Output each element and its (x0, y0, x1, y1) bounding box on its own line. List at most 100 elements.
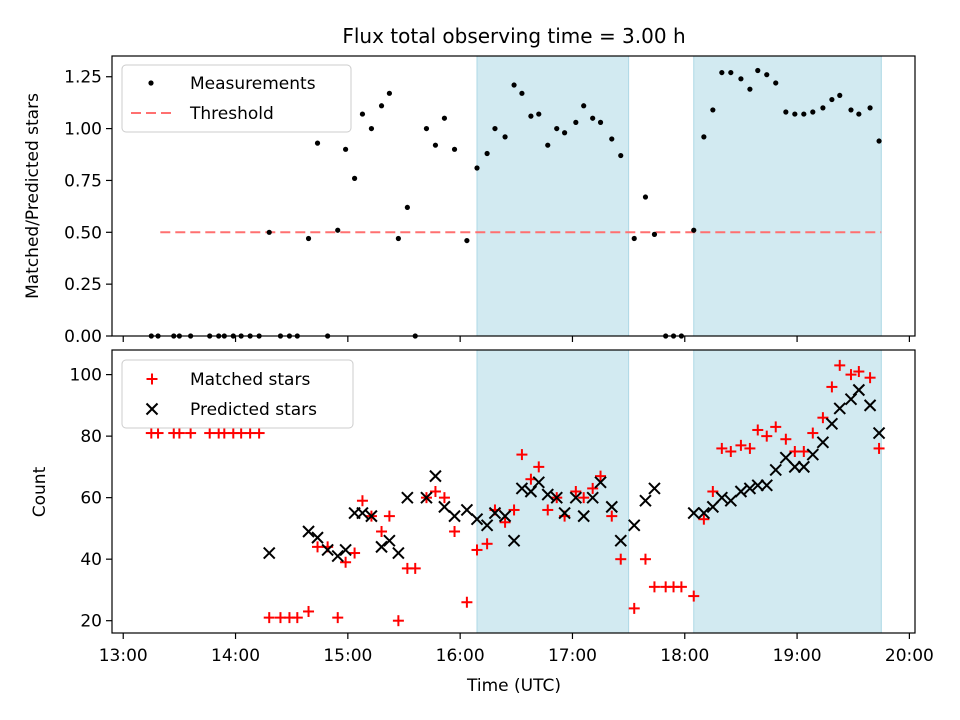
predicted-star-point (515, 482, 529, 495)
matched-star-point (332, 612, 344, 624)
predicted-star-point (488, 506, 502, 520)
measurement-point (773, 80, 779, 86)
matched-star-point (449, 525, 461, 537)
measurement-point (837, 92, 843, 99)
matched-star-point (356, 495, 368, 507)
matched-star-point (853, 366, 865, 378)
matched-star-point (595, 470, 607, 482)
matched-star-point (752, 424, 764, 436)
bottom-legend: Matched stars Predicted stars (121, 359, 354, 429)
predicted-star-point (302, 525, 315, 538)
figure-title: Flux total observing time = 3.00 h (342, 24, 685, 48)
matched-star-point (533, 461, 545, 473)
measurement-point (738, 76, 744, 82)
predicted-star-point (448, 509, 461, 523)
predicted-star-point (697, 506, 711, 520)
measurement-point (343, 146, 349, 152)
matched-star-point (716, 442, 728, 454)
measurement-point (511, 82, 517, 88)
measurement-point (728, 69, 734, 76)
matched-star-point (481, 538, 493, 550)
predicted-star-point (498, 509, 512, 523)
matched-star-point (770, 421, 782, 433)
matched-star-point (826, 381, 838, 393)
predicted-star-point (420, 491, 433, 504)
top-legend-box (121, 64, 352, 133)
matched-star-point (438, 492, 450, 504)
predicted-star-point (507, 534, 521, 547)
matched-star-point (508, 504, 520, 516)
top-y-ticks: 0.00 0.25 0.50 0.75 1.00 1.25 (64, 68, 112, 347)
measurement-point (378, 103, 385, 109)
predicted-star-point (734, 485, 748, 498)
predicted-star-point (365, 509, 378, 523)
legend-matched-marker (146, 373, 158, 385)
matched-star-point (798, 446, 810, 458)
predicted-star-point (470, 512, 484, 526)
matched-star-point (578, 492, 590, 504)
top-axes-frame (111, 55, 916, 337)
predicted-star-point (852, 383, 866, 397)
measurement-point (266, 229, 272, 235)
matched-star-point (698, 513, 710, 525)
matched-star-point (383, 510, 395, 522)
bottom-y-tick-label: 40 (80, 550, 102, 570)
predicted-star-point (628, 519, 641, 532)
matched-star-point (628, 602, 640, 614)
measurement-point (562, 130, 568, 136)
bottom-y-ticks: 20 40 60 80 100 (70, 366, 112, 632)
matched-star-point (499, 516, 511, 528)
measurement-point (519, 90, 525, 96)
matched-star-point (648, 581, 660, 593)
matched-star-point (461, 596, 473, 608)
shaded-interval (693, 55, 882, 337)
measurement-point (451, 146, 458, 152)
predicted-star-point (480, 519, 494, 532)
measurement-point (351, 175, 358, 181)
measurement-point (484, 150, 490, 157)
matched-star-point (873, 442, 885, 454)
matched-star-point (864, 372, 876, 384)
measurement-point (314, 140, 321, 146)
predicted-star-point (769, 463, 782, 477)
measurement-point (755, 67, 761, 74)
measurement-point (764, 72, 770, 78)
measurement-point (368, 125, 375, 132)
measurement-point (386, 90, 392, 96)
top-legend: Measurements Threshold (121, 64, 352, 133)
legend-measurements-label: Measurements (190, 74, 316, 94)
measurement-points (148, 67, 882, 339)
matched-star-point (834, 359, 846, 371)
legend-plus-glyph (146, 373, 158, 385)
measurement-point (710, 107, 716, 113)
measurement-point (719, 69, 725, 76)
predicted-star-point (550, 491, 563, 504)
predicted-star-point (541, 488, 554, 501)
measurement-point (441, 115, 448, 121)
predicted-star-point (339, 543, 352, 557)
measurement-point (848, 107, 854, 113)
matched-star-point (429, 486, 441, 497)
matched-star-point (817, 412, 829, 424)
bottom-shaded-regions (476, 349, 882, 634)
shaded-interval (693, 349, 882, 634)
predicted-star-point (687, 506, 700, 520)
bottom-y-tick-label: 20 (80, 612, 102, 632)
measurement-point (747, 86, 753, 92)
matched-star-point (312, 541, 324, 553)
matched-star-point (542, 504, 554, 516)
measurement-point (502, 134, 508, 140)
predicted-star-point (724, 494, 738, 507)
measurement-point (829, 96, 835, 103)
top-y-tick-label: 0.25 (64, 275, 102, 295)
measurement-point (642, 194, 649, 200)
predicted-star-point (648, 482, 661, 495)
predicted-star-point (375, 540, 388, 554)
predicted-star-point (383, 534, 396, 547)
predicted-star-point (438, 500, 451, 514)
measurement-point (867, 105, 873, 111)
matched-star-point (152, 427, 164, 439)
predicted-star-point (797, 460, 811, 474)
predicted-star-point (816, 436, 830, 449)
